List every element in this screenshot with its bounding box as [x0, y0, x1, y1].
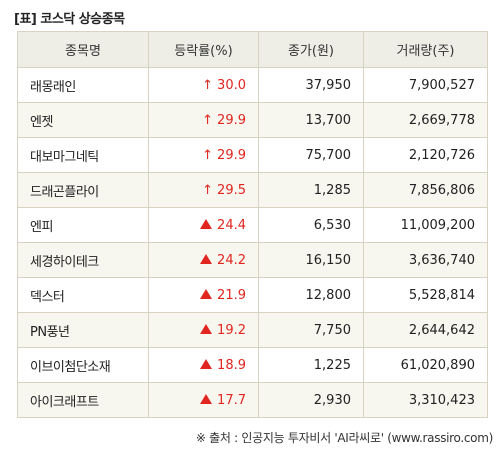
table-row: 대보마그네틱 ↑ 29.9 75,700 2,120,726 [17, 137, 488, 173]
change-rate: 18.9 [217, 357, 246, 373]
volume: 11,009,200 [363, 207, 488, 243]
table-row: 엔피 24.4 6,530 11,009,200 [17, 207, 488, 243]
table-row: 이브이첨단소재 18.9 1,225 61,020,890 [17, 347, 488, 383]
change-rate: 24.4 [217, 217, 246, 233]
table-row: 드래곤플라이 ↑ 29.5 1,285 7,856,806 [17, 172, 488, 208]
change-rate-cell: 21.9 [148, 277, 259, 313]
close-price: 13,700 [258, 102, 364, 138]
up-triangle-icon [200, 218, 213, 229]
change-rate: 17.7 [217, 392, 246, 408]
table-row: 덱스터 21.9 12,800 5,528,814 [17, 277, 488, 313]
table-row: 아이크래프트 17.7 2,930 3,310,423 [17, 382, 488, 418]
change-rate-cell: 24.4 [148, 207, 259, 243]
change-rate-cell: 18.9 [148, 347, 259, 383]
up-triangle-icon [200, 288, 213, 299]
header-close-price: 종가(원) [258, 31, 364, 68]
change-rate: 29.9 [217, 147, 246, 163]
table-header-row: 종목명 등락률(%) 종가(원) 거래량(주) [17, 31, 488, 68]
header-stock-name: 종목명 [17, 31, 149, 68]
close-price: 75,700 [258, 137, 364, 173]
close-price: 1,285 [258, 172, 364, 208]
up-triangle-icon [200, 323, 213, 334]
table-title: [표] 코스닥 상승종목 [14, 12, 125, 27]
stock-name: 아이크래프트 [17, 382, 149, 418]
close-price: 2,930 [258, 382, 364, 418]
volume: 5,528,814 [363, 277, 488, 313]
up-triangle-icon [200, 393, 213, 404]
up-arrow-icon: ↑ [202, 112, 214, 128]
up-triangle-icon [200, 358, 213, 369]
change-rate-cell: 17.7 [148, 382, 259, 418]
change-rate-cell: ↑ 29.9 [148, 102, 259, 138]
stock-name: 이브이첨단소재 [17, 347, 149, 383]
source-note: ※ 출처 : 인공지능 투자비서 'AI라씨로' (www.rassiro.co… [195, 431, 493, 445]
table-row: 래몽래인 ↑ 30.0 37,950 7,900,527 [17, 67, 488, 103]
volume: 7,900,527 [363, 67, 488, 103]
stock-name: 대보마그네틱 [17, 137, 149, 173]
change-rate: 24.2 [217, 252, 246, 268]
up-arrow-icon: ↑ [202, 77, 214, 93]
stock-name: 덱스터 [17, 277, 149, 313]
change-rate: 21.9 [217, 287, 246, 303]
stock-name: 래몽래인 [17, 67, 149, 103]
close-price: 12,800 [258, 277, 364, 313]
stock-name: PN풍년 [17, 312, 149, 348]
change-rate: 19.2 [217, 322, 246, 338]
volume: 2,669,778 [363, 102, 488, 138]
change-rate-cell: 19.2 [148, 312, 259, 348]
volume: 7,856,806 [363, 172, 488, 208]
stock-name: 드래곤플라이 [17, 172, 149, 208]
up-arrow-icon: ↑ [202, 147, 214, 163]
volume: 61,020,890 [363, 347, 488, 383]
change-rate-cell: ↑ 29.5 [148, 172, 259, 208]
stock-name: 엔젯 [17, 102, 149, 138]
stock-name: 세경하이테크 [17, 242, 149, 278]
table-row: 세경하이테크 24.2 16,150 3,636,740 [17, 242, 488, 278]
table-row: PN풍년 19.2 7,750 2,644,642 [17, 312, 488, 348]
volume: 2,120,726 [363, 137, 488, 173]
header-volume: 거래량(주) [363, 31, 488, 68]
up-triangle-icon [200, 253, 213, 264]
stock-name: 엔피 [17, 207, 149, 243]
change-rate-cell: 24.2 [148, 242, 259, 278]
header-change-rate: 등락률(%) [148, 31, 259, 68]
change-rate: 29.9 [217, 112, 246, 128]
close-price: 37,950 [258, 67, 364, 103]
close-price: 16,150 [258, 242, 364, 278]
change-rate-cell: ↑ 30.0 [148, 67, 259, 103]
up-arrow-icon: ↑ [202, 182, 214, 198]
change-rate: 30.0 [217, 77, 246, 93]
change-rate: 29.5 [217, 182, 246, 198]
volume: 2,644,642 [363, 312, 488, 348]
close-price: 1,225 [258, 347, 364, 383]
volume: 3,636,740 [363, 242, 488, 278]
table-row: 엔젯 ↑ 29.9 13,700 2,669,778 [17, 102, 488, 138]
close-price: 7,750 [258, 312, 364, 348]
close-price: 6,530 [258, 207, 364, 243]
stock-table: 종목명 등락률(%) 종가(원) 거래량(주) 래몽래인 ↑ 30.0 37,950 7… [17, 31, 488, 418]
volume: 3,310,423 [363, 382, 488, 418]
change-rate-cell: ↑ 29.9 [148, 137, 259, 173]
